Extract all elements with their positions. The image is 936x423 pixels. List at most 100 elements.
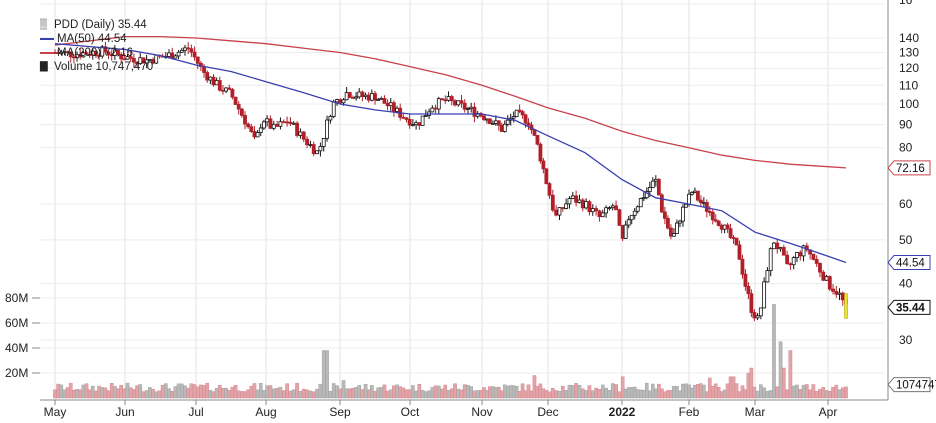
volume-bar [335,385,339,399]
svg-text:72.16: 72.16 [896,163,925,175]
candle [710,208,715,225]
candle [423,109,428,117]
volume-bar [183,385,187,399]
candle [544,168,549,185]
x-tick-label: Nov [471,405,492,419]
candle [617,208,622,227]
volume-bar [325,350,329,399]
volume-bar [328,390,333,399]
candle [227,84,232,90]
volume-bar [84,383,89,399]
candle [734,237,739,246]
candle [261,119,266,130]
volume-bar [840,387,845,399]
volume-bar [202,385,206,399]
volume-bar [462,384,467,399]
candle [433,104,438,114]
candle [827,275,832,291]
volume-bar [75,389,79,399]
volume-bar [224,387,228,399]
candle [669,224,673,240]
candle [604,205,608,218]
candle [590,204,595,216]
candle [502,120,507,133]
volume-bar [78,389,82,399]
candle [580,197,585,212]
candle [321,137,326,152]
candle [550,189,555,213]
volume-bar [388,389,393,399]
volume-bar [170,390,175,399]
volume-bar [623,388,628,399]
volume-bar [610,383,615,399]
volume-bar [707,377,712,399]
volume-bar [469,386,474,399]
volume-bar [574,383,578,399]
volume-bar [173,386,178,399]
volume-bar [775,386,780,399]
candle [366,92,371,103]
volume-bar [68,383,73,399]
candle [737,240,742,260]
volume-bar [453,383,457,399]
volume-bar [370,385,374,399]
volume-bar [100,387,105,399]
volume-bar [59,384,64,399]
volume-bar [561,385,565,399]
candle [167,49,171,59]
y-tick-label: 50 [899,233,913,247]
volume-bar [505,385,510,399]
candle [795,251,799,263]
candle [623,220,628,239]
candle [659,192,664,214]
last-candle-highlight [844,293,848,319]
candle [195,56,200,70]
candle [430,105,435,113]
candle [410,119,415,127]
y-tick-label: 120 [899,61,919,75]
volume-bar [511,385,516,399]
candle [696,190,700,202]
candle [382,95,387,104]
volume-bars [53,304,848,399]
volume-bar [657,383,661,399]
volume-bar [208,390,213,399]
volume-bar [379,387,384,399]
volume-bar [420,389,425,399]
candle [785,250,790,265]
volume-bar [587,385,592,399]
svg-text:44.54: 44.54 [896,258,925,270]
volume-bar [404,389,409,399]
volume-bar [798,389,803,399]
candle [325,115,329,142]
candle [798,250,803,261]
y-tick-label: 80 [899,141,913,155]
volume-bar [607,390,612,399]
y-tick-label: 16 [899,0,913,7]
volume-bar [401,387,406,399]
x-tick-label: Aug [255,405,276,419]
candle [538,142,543,164]
volume-bar [834,384,839,399]
candle [762,277,767,309]
candle [564,198,569,210]
volume-bar [385,390,390,399]
candle [632,208,637,220]
volume-bar [805,384,809,399]
volume-bar [782,367,786,399]
volume-bar [205,382,210,399]
volume-bar [214,388,219,399]
candle [526,118,531,130]
volume-bar [414,390,418,399]
volume-bar [90,385,95,399]
candle [298,128,303,139]
volume-bar [564,389,568,399]
volume-bar [298,391,303,399]
candle [443,95,448,104]
candle [275,121,280,128]
volume-bar [192,384,197,399]
volume-bar [341,380,346,399]
candle [693,187,697,194]
candle [373,90,377,105]
x-tick-label: Dec [537,405,558,419]
